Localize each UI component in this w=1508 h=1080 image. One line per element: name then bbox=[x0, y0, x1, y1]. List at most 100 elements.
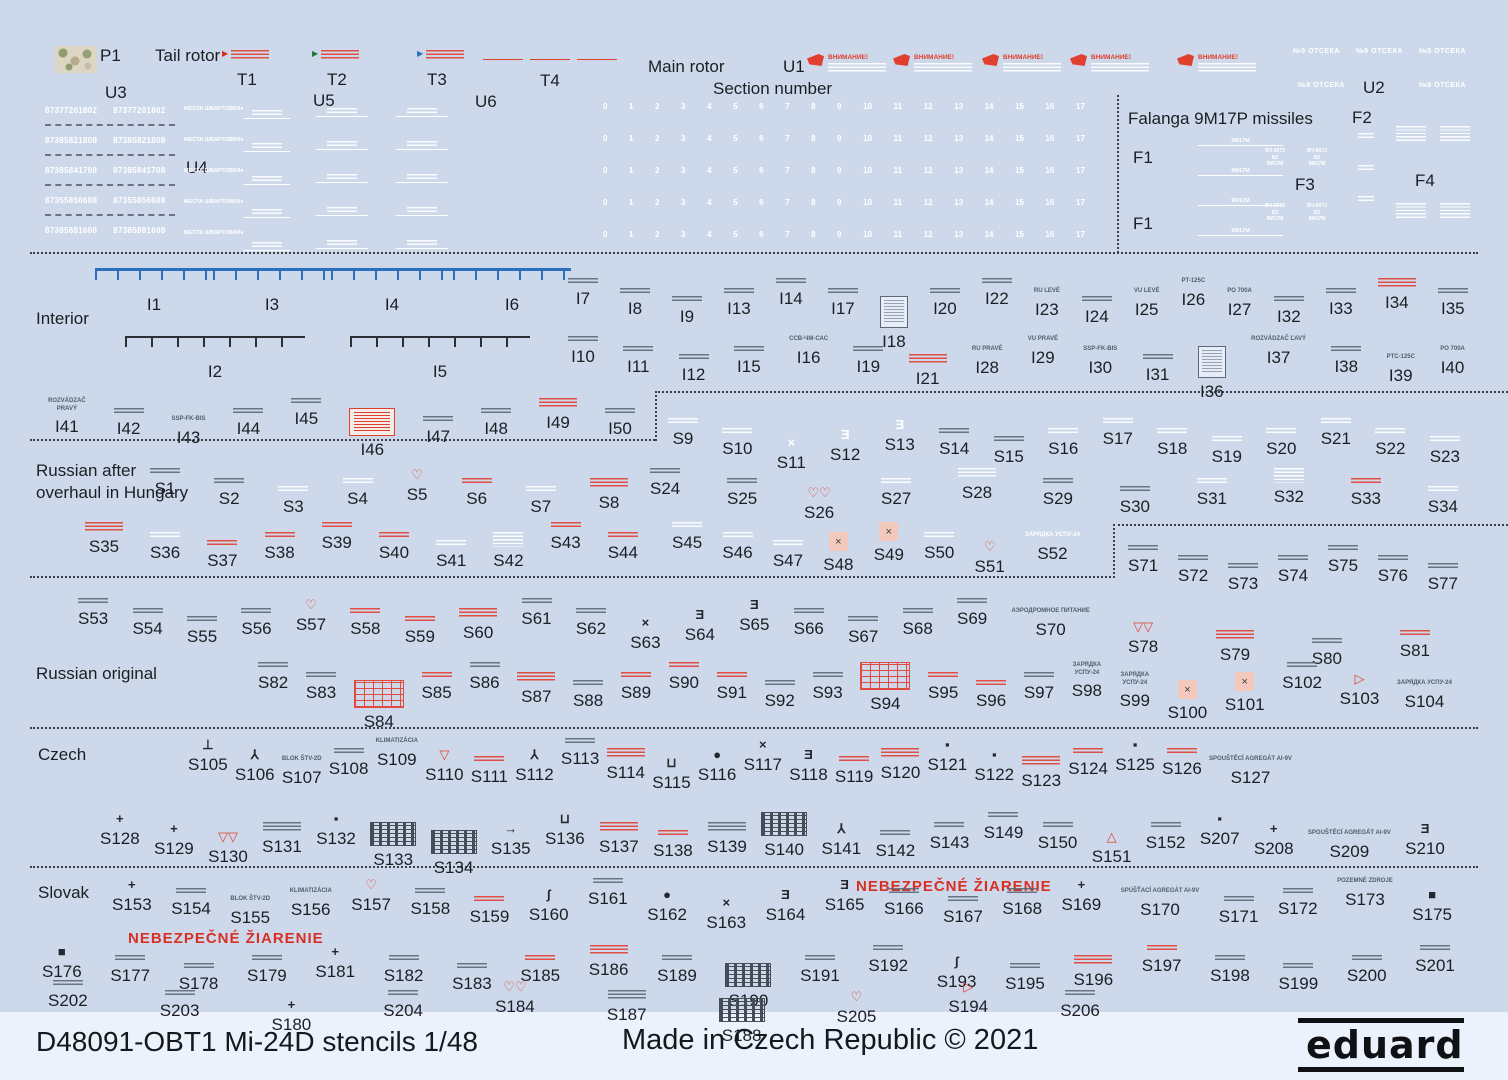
stencil-item-i17: I17 bbox=[827, 288, 858, 319]
stencil-item-s201: S201 bbox=[1415, 945, 1455, 976]
stencil-item-s205: ♡ S205 bbox=[837, 990, 877, 1027]
section-number-value: 6 bbox=[759, 230, 764, 239]
stencil-item-s150: S150 bbox=[1038, 822, 1077, 853]
section-number-value: 3 bbox=[681, 230, 686, 239]
stencil-label: S66 bbox=[793, 619, 824, 638]
stencil-item-s39: S39 bbox=[322, 522, 352, 553]
stencil-item-s68: S68 bbox=[903, 608, 933, 639]
rt-decal bbox=[620, 672, 651, 679]
stencil-label: S98 bbox=[1071, 681, 1102, 700]
section-number-value: 17 bbox=[1076, 230, 1085, 239]
white-micro-text bbox=[252, 242, 282, 249]
stencil-item-s12: Ǝ S12 bbox=[830, 428, 860, 465]
stencil-item-s31: S31 bbox=[1197, 478, 1227, 509]
rt3-decal bbox=[908, 354, 947, 365]
stencil-label: S62 bbox=[575, 619, 607, 638]
glyph-decal: ʃ bbox=[546, 887, 551, 902]
stencil-label: S8 bbox=[598, 493, 620, 512]
vnimanie-decal: ВНИМАНИЕ! bbox=[982, 54, 1061, 74]
u5-label: U5 bbox=[313, 91, 335, 110]
czech-row-a: ⊥ S105 ⅄ S106 BLOK ŠTV-2D S107 S108 KLIMATIZÁCI… bbox=[188, 738, 1292, 793]
stencil-item-s30: S30 bbox=[1120, 486, 1150, 517]
red-micro-text-decal bbox=[321, 50, 360, 61]
gt-decal bbox=[619, 288, 650, 295]
stencil-label: S177 bbox=[110, 966, 151, 985]
rt-decal bbox=[378, 532, 409, 539]
stencil-item-s169: + S169 bbox=[1062, 878, 1102, 915]
gt-decal bbox=[1007, 888, 1038, 895]
section-number-value: 0 bbox=[603, 166, 608, 175]
micro-text-decal: BLOK ŠTV-2D bbox=[230, 896, 271, 902]
section-number-value: 9 bbox=[837, 134, 842, 143]
stencil-label: S121 bbox=[927, 755, 968, 774]
glyph-decal: ⊔ bbox=[559, 811, 570, 826]
red-flag-icon bbox=[1070, 54, 1087, 66]
gt-decal bbox=[1119, 486, 1150, 493]
stencil-item-s80: S80 bbox=[1312, 638, 1342, 669]
section-number-value: 17 bbox=[1076, 102, 1085, 111]
stencil-item-s53: S53 bbox=[78, 598, 108, 629]
serial-number-row: 87385841708 87385841708 bbox=[45, 164, 175, 176]
dotted-separator bbox=[655, 391, 1508, 393]
stencil-label: S24 bbox=[650, 479, 681, 498]
interior-black-rulers: I2 I5 bbox=[125, 336, 530, 382]
stencil-item-i38: I38 bbox=[1331, 346, 1362, 377]
white-line-decal bbox=[396, 141, 448, 150]
stencil-label: S2 bbox=[218, 489, 240, 508]
gt-decal bbox=[423, 416, 454, 423]
stencil-label: S48 bbox=[823, 555, 854, 574]
stencil-item-s137: S137 bbox=[599, 822, 639, 857]
stencil-label: I1 bbox=[146, 295, 162, 314]
gt-decal bbox=[1283, 963, 1314, 970]
stencil-item-s157: ♡ S157 bbox=[351, 878, 391, 915]
stencil-label: S97 bbox=[1023, 683, 1055, 702]
section-number-value: 1 bbox=[629, 102, 634, 111]
stencil-label: I13 bbox=[727, 299, 751, 318]
stencil-item-s91: S91 bbox=[717, 672, 747, 703]
radiation-warning-text: NEBEZPEČNÉ ŽIARENIE bbox=[128, 930, 324, 947]
white-line-decal bbox=[316, 207, 368, 216]
slovak-row-c: S202 S203 + S180 S204 ♡♡ S184 S187 S188 ♡ S205 ▷ S19… bbox=[48, 980, 1100, 1046]
stencil-label: S89 bbox=[620, 683, 652, 702]
stencil-item-s132: ▪ S132 bbox=[316, 812, 356, 849]
stencil-item-s188: S188 bbox=[718, 998, 765, 1046]
stencil-label: S108 bbox=[328, 759, 369, 778]
stencil-label: S129 bbox=[154, 839, 194, 858]
micro-text-decal: PT-125C bbox=[1181, 278, 1206, 284]
stencil-label: S110 bbox=[425, 765, 464, 784]
vnimanie-text-group: ВНИМАНИЕ! bbox=[828, 54, 886, 74]
stencil-label: S142 bbox=[875, 841, 916, 860]
rt-decal bbox=[461, 478, 492, 485]
stencil-label: S29 bbox=[1042, 489, 1073, 508]
gt-decal bbox=[1327, 545, 1358, 552]
stencil-item-s46: S46 bbox=[722, 532, 753, 563]
gt-decal bbox=[415, 888, 446, 895]
stencil-item-s75: S75 bbox=[1328, 545, 1358, 576]
stencil-label: S92 bbox=[764, 691, 795, 710]
stencil-item-s200: S200 bbox=[1347, 955, 1387, 986]
stencil-label: S85 bbox=[421, 683, 452, 702]
stencil-label: I16 bbox=[796, 347, 821, 367]
stencil-item-s160: ʃ S160 bbox=[529, 888, 569, 925]
stencil-item-s27: S27 bbox=[881, 478, 911, 509]
stencil-item-s73: S73 bbox=[1228, 563, 1258, 594]
missile-micro-text-decal bbox=[1358, 165, 1374, 172]
gt-decal bbox=[388, 990, 419, 997]
stencil-item-s107: BLOK ŠTV-2D S107 bbox=[282, 756, 322, 788]
russian-row-s78: ▽▽ S78 S79 S80 S81 bbox=[1128, 620, 1430, 669]
stencil-item-s173: POZEMNÉ ZDROJE S173 bbox=[1337, 878, 1393, 910]
gt-decal bbox=[1081, 296, 1112, 303]
stencil-label: S88 bbox=[572, 691, 604, 710]
stencil-label: S134 bbox=[433, 858, 474, 877]
vnimanie-text: ВНИМАНИЕ! bbox=[1198, 54, 1239, 61]
stencil-label: S102 bbox=[1282, 673, 1322, 692]
gt-decal bbox=[929, 288, 960, 295]
stencil-label: S50 bbox=[924, 543, 955, 562]
mooring-text-decal: МЕСТА ШВАРТОВКИ● bbox=[184, 230, 244, 236]
stencil-item-s194: ▷ S194 bbox=[948, 980, 988, 1017]
gt-decal bbox=[1178, 555, 1209, 562]
crossed-plate-decal: × bbox=[828, 532, 848, 551]
rt-decal bbox=[657, 830, 688, 837]
gt-decal bbox=[775, 278, 806, 285]
white-decal-column bbox=[316, 108, 368, 249]
